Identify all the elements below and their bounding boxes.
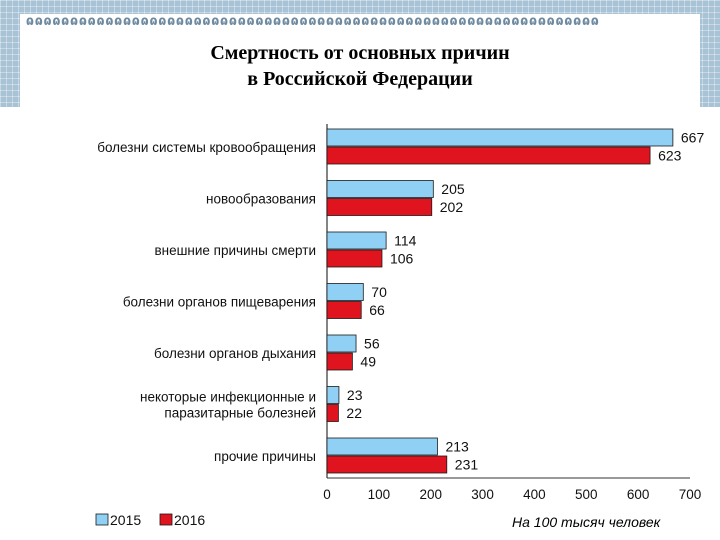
title-line-1: Смертность от основных причин bbox=[210, 42, 510, 64]
x-tick-label: 600 bbox=[627, 487, 650, 502]
legend-label: 2016 bbox=[174, 512, 205, 528]
category-label: паразитарные болезней bbox=[164, 406, 316, 421]
data-label: 213 bbox=[445, 439, 469, 455]
x-tick-label: 0 bbox=[323, 487, 331, 502]
bar-2015 bbox=[326, 180, 434, 198]
page-title: Смертность от основных причин в Российск… bbox=[20, 40, 700, 92]
bar-2015 bbox=[326, 231, 387, 250]
data-label: 231 bbox=[455, 457, 479, 473]
decorative-border: ɷɷɷɷɷɷɷɷɷɷɷɷɷɷɷɷɷɷɷɷɷɷɷɷɷɷɷɷɷɷɷɷɷɷɷɷɷɷɷɷ… bbox=[26, 14, 600, 29]
x-tick-label: 300 bbox=[471, 487, 494, 502]
bar-2016 bbox=[326, 455, 448, 474]
category-label: прочие причины bbox=[214, 449, 316, 464]
data-label: 49 bbox=[360, 354, 376, 370]
data-label: 667 bbox=[681, 130, 705, 146]
bar-2016 bbox=[326, 301, 362, 319]
bar-2016 bbox=[326, 404, 339, 422]
category-label: болезни системы кровообращения bbox=[97, 140, 316, 155]
category-label: болезни органов пищеварения bbox=[123, 295, 316, 310]
category-label: новообразования bbox=[206, 192, 316, 207]
data-label: 623 bbox=[658, 148, 682, 164]
data-label: 205 bbox=[441, 181, 465, 197]
legend-swatch-2015 bbox=[95, 513, 109, 526]
legend-label: 2015 bbox=[110, 512, 141, 528]
bar-2015 bbox=[326, 283, 364, 301]
data-label: 23 bbox=[347, 387, 363, 403]
bar-2015 bbox=[326, 386, 340, 404]
bar-2016 bbox=[326, 198, 433, 216]
x-tick-label: 500 bbox=[575, 487, 598, 502]
bar-2016 bbox=[326, 249, 383, 268]
category-label: некоторые инфекционные и bbox=[140, 390, 316, 405]
data-label: 114 bbox=[394, 233, 417, 249]
bar-2016 bbox=[326, 352, 353, 371]
title-paper bbox=[20, 14, 700, 114]
category-label: внешние причины смерти bbox=[154, 243, 316, 258]
data-label: 56 bbox=[364, 336, 380, 352]
unit-note: На 100 тысяч человек bbox=[512, 514, 661, 530]
x-tick-label: 100 bbox=[368, 487, 391, 502]
x-tick-label: 200 bbox=[419, 487, 442, 502]
bar-2015 bbox=[326, 128, 674, 147]
data-label: 22 bbox=[346, 405, 362, 421]
category-label: болезни органов дыхания bbox=[154, 346, 316, 361]
data-label: 70 bbox=[371, 284, 387, 300]
bar-2015 bbox=[326, 437, 438, 456]
data-label: 202 bbox=[440, 199, 464, 215]
legend-swatch-2016 bbox=[159, 513, 173, 526]
x-tick-label: 700 bbox=[679, 487, 702, 502]
bar-2015 bbox=[326, 334, 357, 353]
data-label: 106 bbox=[390, 251, 414, 267]
data-label: 66 bbox=[369, 302, 385, 318]
title-line-2: в Российской Федерации bbox=[247, 68, 473, 90]
x-tick-label: 400 bbox=[523, 487, 546, 502]
bar-2016 bbox=[326, 146, 651, 165]
